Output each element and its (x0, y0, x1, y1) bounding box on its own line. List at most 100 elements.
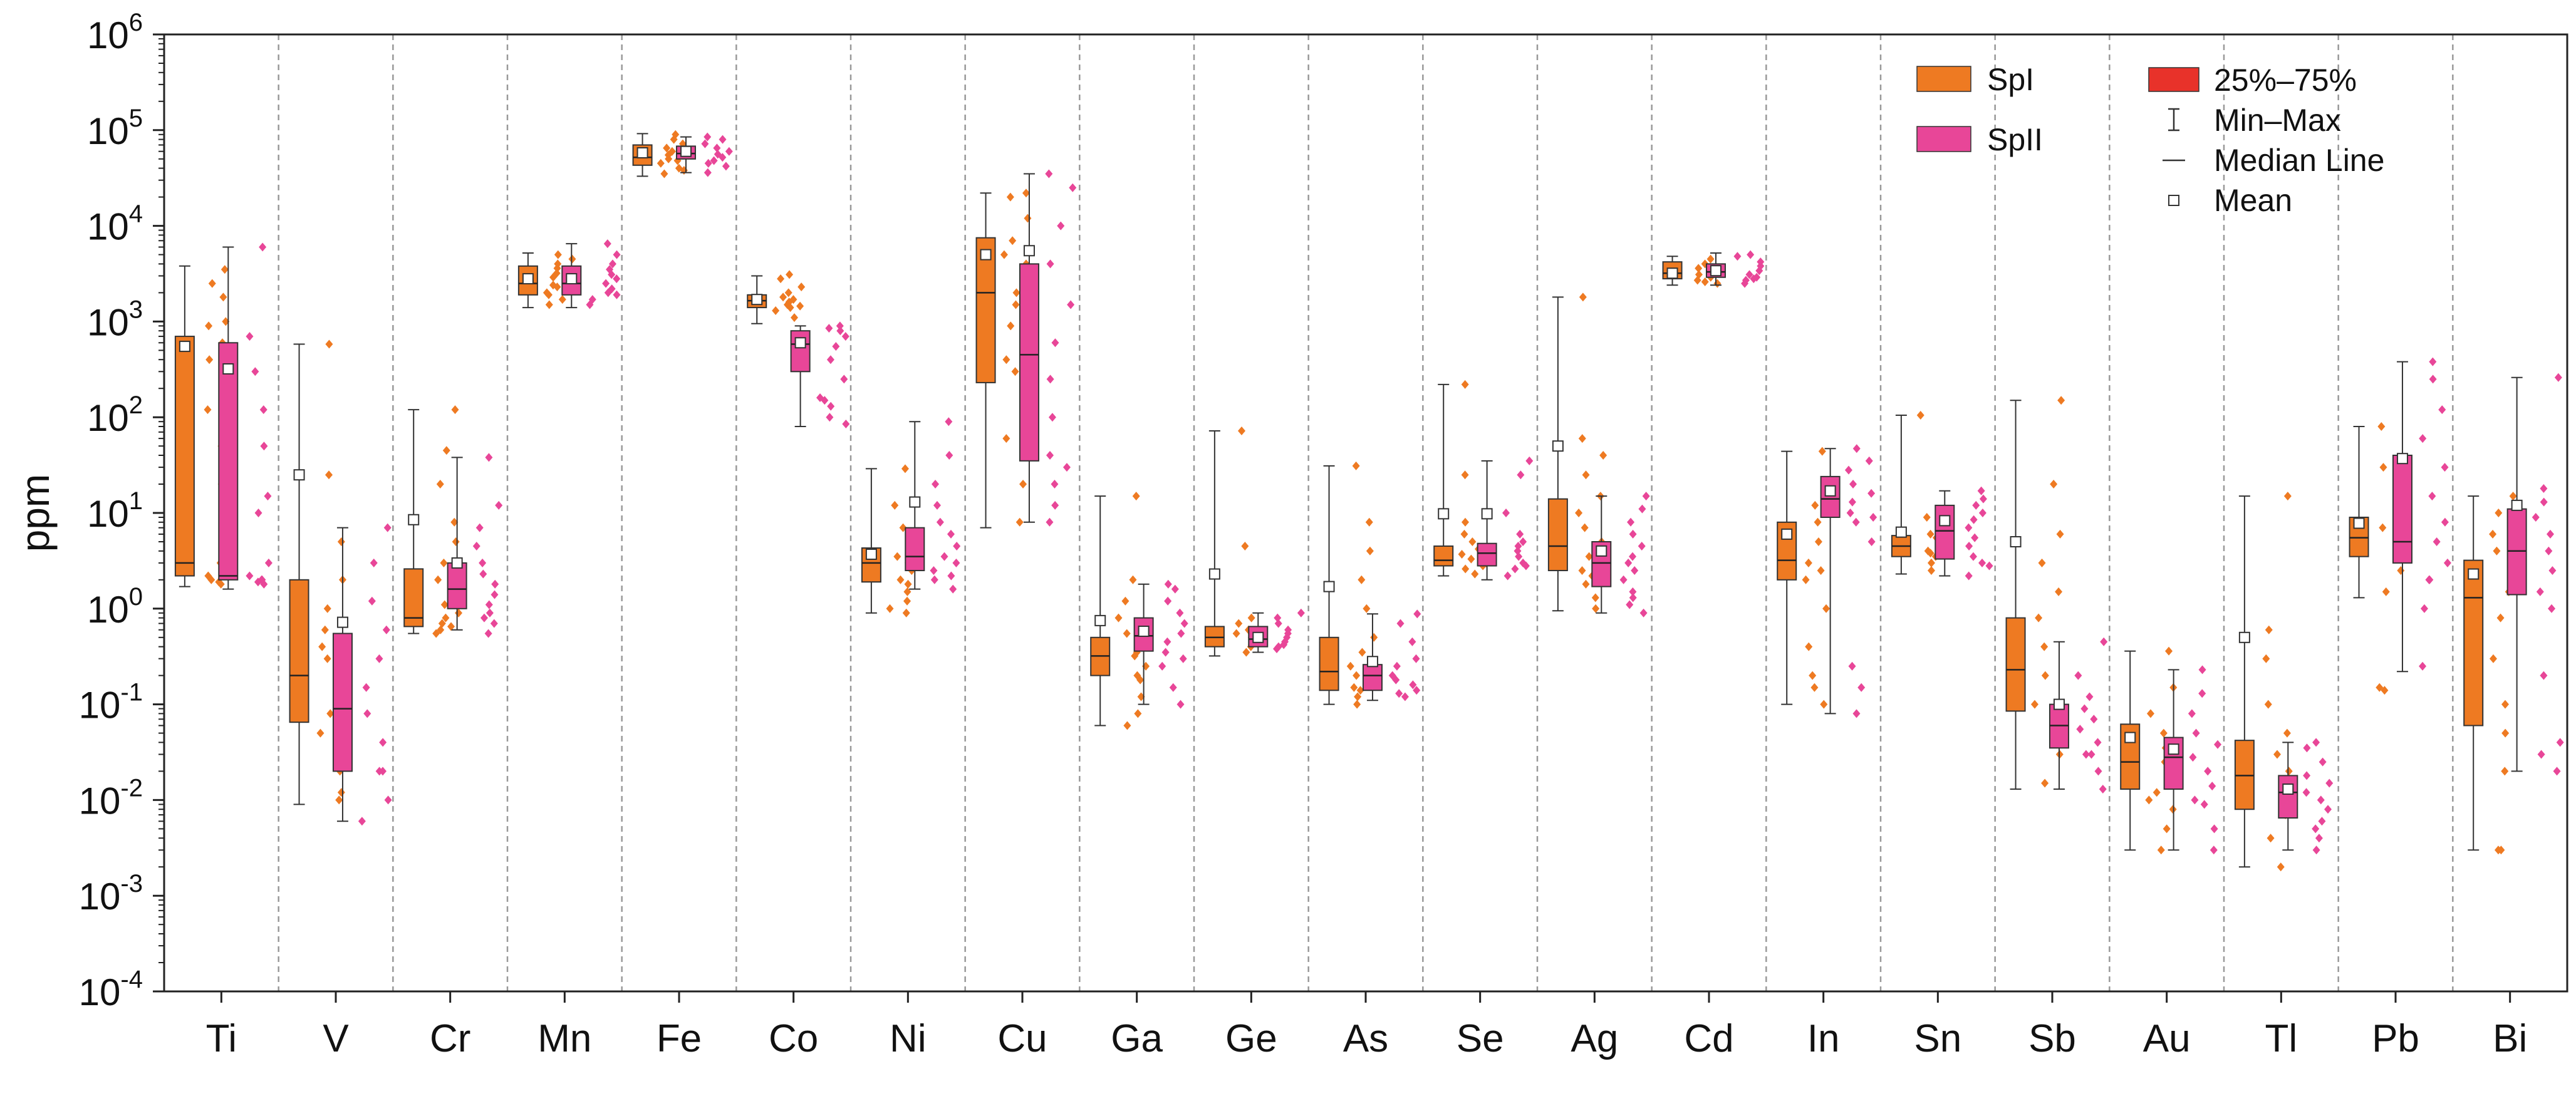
mean-marker (636, 147, 648, 158)
data-point (2050, 480, 2058, 489)
legend-label-whisker: Min–Max (2214, 103, 2341, 138)
data-point (2497, 845, 2505, 855)
data-point (2169, 805, 2177, 814)
data-point (1274, 642, 1282, 651)
iqr-box (1362, 664, 1383, 691)
data-point (554, 259, 562, 269)
data-point (1461, 517, 1469, 527)
data-point (1011, 367, 1019, 376)
box-group-spii-in (1820, 444, 1877, 718)
data-point (1578, 434, 1586, 443)
data-point (1849, 480, 1857, 489)
data-point (491, 590, 499, 599)
data-point (891, 500, 899, 510)
box-group-spii-ge (1248, 608, 1305, 654)
data-point (1354, 692, 1362, 701)
legend-label-line: Median Line (2214, 143, 2384, 178)
data-point (1062, 463, 1071, 472)
data-point (836, 326, 844, 336)
data-point (1848, 497, 1856, 507)
data-point (832, 342, 840, 351)
iqr-box (1019, 263, 1039, 462)
mean-marker (2124, 732, 2136, 743)
box-group-spi-co (747, 270, 806, 324)
data-point (1163, 637, 1171, 646)
data-point (440, 558, 448, 567)
data-point (1048, 413, 1056, 422)
data-point (219, 292, 227, 302)
data-point (485, 453, 493, 462)
data-point (2425, 575, 2433, 584)
data-point (1972, 500, 1980, 510)
category-label-ni: Ni (890, 1017, 927, 1060)
data-point (2312, 738, 2320, 747)
data-point (321, 625, 329, 634)
data-point (2082, 750, 2090, 759)
data-point (710, 156, 718, 165)
data-point (545, 300, 553, 309)
data-point (673, 156, 682, 165)
data-point (452, 537, 460, 546)
data-point (1525, 456, 1534, 465)
data-point (1297, 608, 1305, 618)
data-point (904, 579, 912, 589)
legend-swatch-spi (1916, 66, 1971, 92)
data-point (2208, 782, 2216, 791)
data-point (668, 147, 676, 156)
box-group-spii-tl (2278, 738, 2334, 855)
data-point (2090, 715, 2098, 724)
data-point (1619, 575, 1628, 584)
data-point (318, 642, 326, 651)
data-point (204, 405, 212, 415)
category-label-ag: Ag (1571, 1017, 1618, 1060)
data-point (2153, 788, 2161, 797)
data-point (2501, 767, 2509, 776)
data-point (208, 279, 216, 288)
data-point (363, 709, 371, 718)
data-point (903, 596, 911, 606)
data-point (1926, 529, 1935, 539)
data-point (701, 139, 709, 148)
data-point (1817, 566, 1825, 575)
mean-marker (794, 337, 806, 349)
data-point (1176, 608, 1184, 618)
legend-swatch-spii (1916, 126, 1971, 152)
mean-marker (179, 341, 190, 353)
iqr-box (2278, 775, 2298, 819)
data-point (2438, 405, 2446, 415)
data-point (1365, 517, 1373, 527)
y-tick-base: 10 (87, 14, 129, 56)
data-point (455, 608, 463, 618)
data-point (1129, 575, 1137, 584)
data-point (932, 480, 940, 489)
data-point (375, 654, 383, 663)
y-tick-exponent: -1 (120, 679, 143, 706)
data-point (2318, 817, 2326, 826)
category-label-tl: Tl (2265, 1017, 2298, 1060)
box-group-spi-ge (1204, 426, 1262, 657)
data-point (1019, 480, 1027, 489)
data-point (379, 738, 387, 747)
data-point (2509, 492, 2517, 501)
y-tick-label: 10-3 (79, 870, 143, 918)
data-point (722, 162, 730, 171)
data-point (222, 317, 230, 326)
data-point (2433, 537, 2441, 546)
iqr-box (403, 568, 424, 628)
data-point (1051, 480, 1059, 489)
data-point (221, 265, 229, 274)
data-point (947, 571, 955, 581)
mean-marker (293, 469, 305, 481)
data-point (1461, 470, 1469, 480)
data-point (2429, 375, 2437, 384)
iqr-box (1547, 498, 1568, 571)
data-point (2554, 373, 2562, 382)
y-tick-exponent: -2 (120, 774, 143, 802)
data-point (205, 355, 214, 364)
data-point (1978, 509, 1987, 517)
mean-marker (1781, 528, 1793, 540)
data-point (886, 604, 894, 613)
iqr-box (1319, 636, 1339, 691)
data-point (495, 500, 503, 510)
mean-marker (1596, 545, 1607, 557)
